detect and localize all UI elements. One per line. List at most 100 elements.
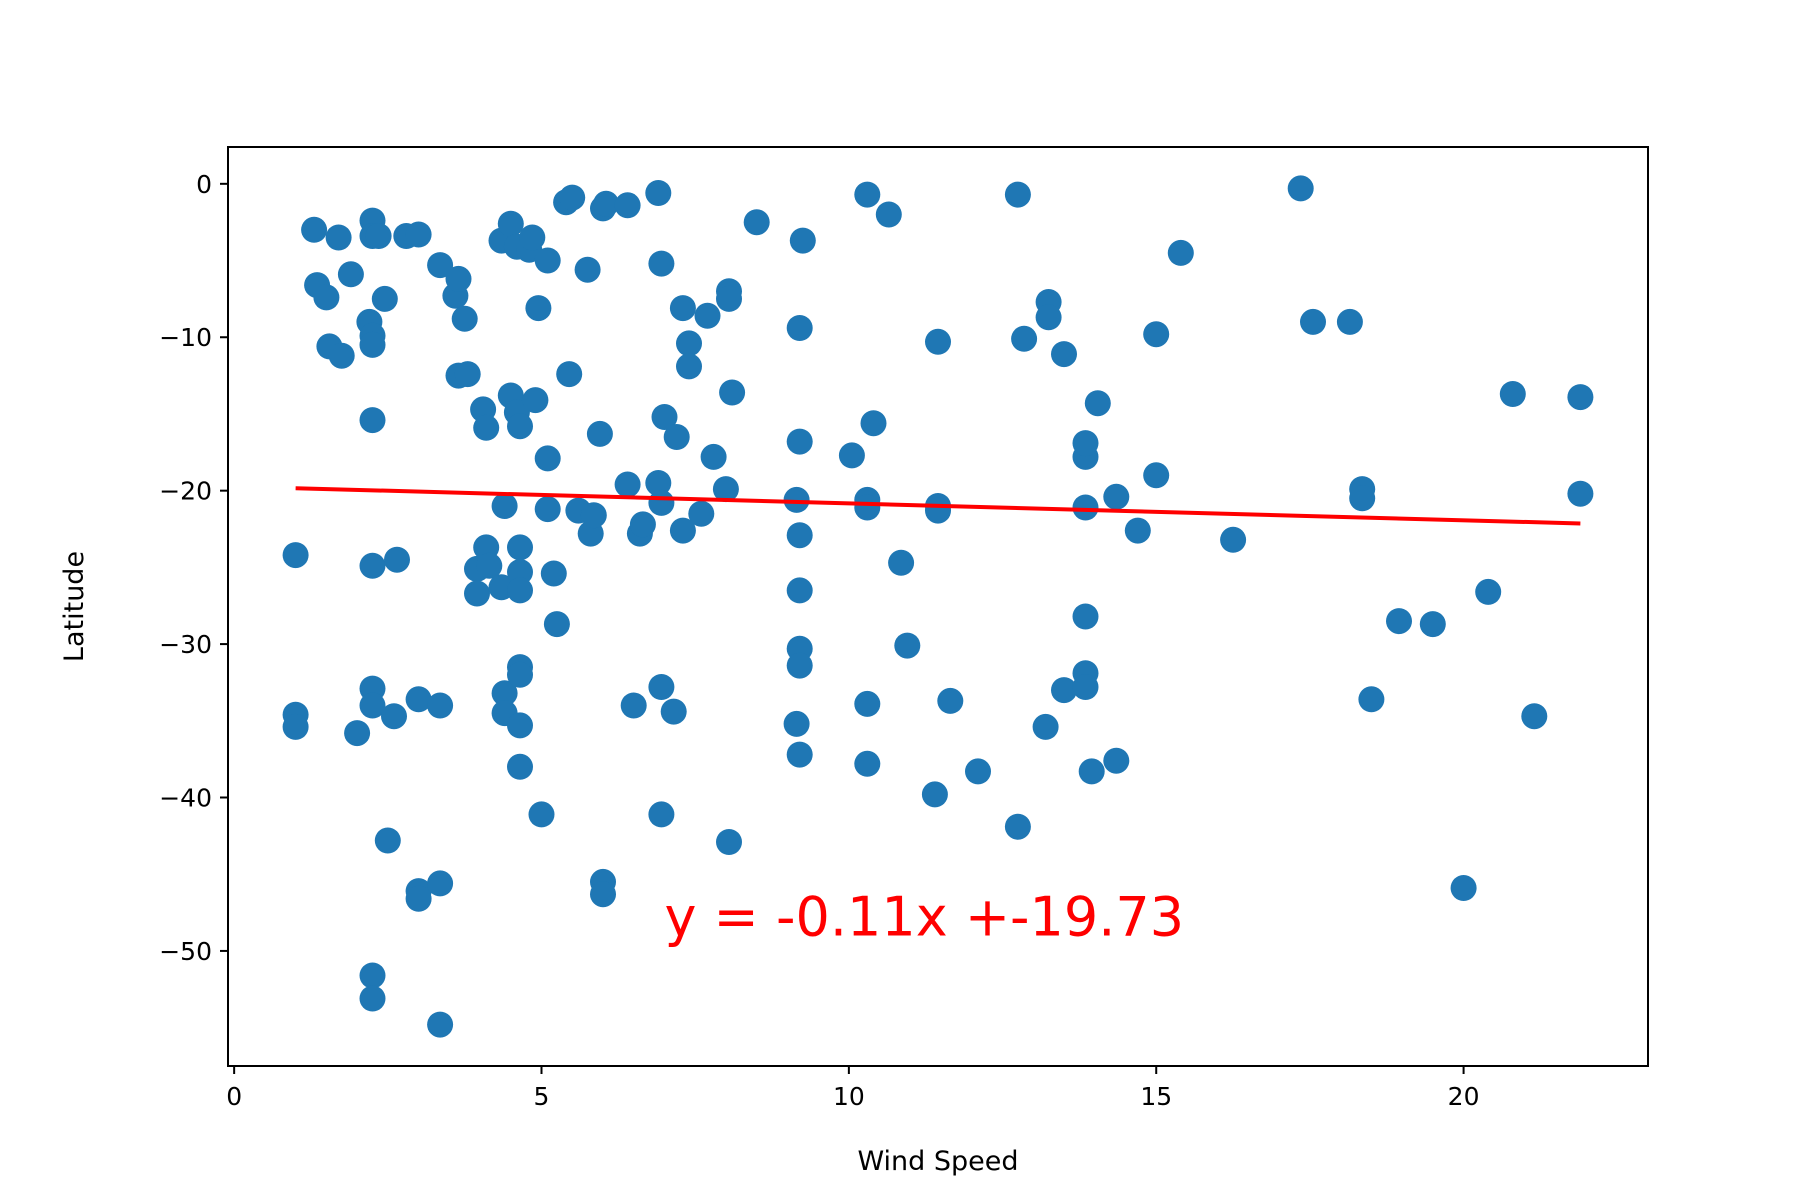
data-point: [937, 687, 964, 714]
data-point: [381, 703, 407, 730]
data-point: [1103, 747, 1130, 774]
data-point: [543, 611, 570, 638]
data-point: [491, 493, 518, 519]
data-point: [1450, 875, 1477, 901]
data-point: [743, 209, 770, 236]
data-point: [359, 962, 386, 989]
data-point: [648, 801, 675, 828]
data-point: [301, 216, 328, 243]
data-point: [651, 404, 678, 430]
data-point: [445, 265, 472, 292]
data-point: [629, 511, 656, 538]
data-point: [507, 559, 533, 585]
data-point: [783, 710, 810, 737]
data-point: [854, 690, 881, 717]
regression-line-group: [295, 486, 1581, 526]
data-point: [1072, 430, 1099, 457]
data-point: [1143, 321, 1170, 348]
data-point: [507, 661, 533, 688]
data-point: [1475, 578, 1502, 605]
data-point: [783, 486, 810, 513]
data-point: [365, 223, 392, 249]
data-point: [507, 577, 533, 604]
data-point: [359, 331, 386, 358]
data-point: [1419, 611, 1446, 638]
data-point: [507, 712, 533, 739]
data-point: [534, 496, 561, 523]
data-point: [507, 413, 533, 440]
data-point: [894, 632, 921, 659]
data-point: [838, 442, 865, 469]
data-point: [507, 753, 533, 780]
y-tick-label: −40: [159, 784, 212, 813]
data-point: [586, 420, 613, 447]
data-point: [427, 1011, 454, 1038]
data-point: [676, 353, 702, 380]
data-point: [925, 497, 951, 524]
data-point: [786, 741, 813, 768]
data-point: [965, 758, 991, 785]
data-point: [1336, 308, 1363, 335]
data-point: [1072, 494, 1099, 521]
data-point: [1072, 674, 1099, 700]
data-point: [694, 302, 721, 329]
data-point: [669, 517, 696, 544]
data-point: [405, 885, 432, 912]
data-point: [712, 476, 739, 503]
data-point: [359, 552, 386, 579]
data-point: [716, 829, 742, 855]
data-point: [491, 680, 518, 707]
y-axis-ticks: 0 −10 −20 −30 −40 −50: [159, 170, 228, 966]
data-point: [786, 522, 813, 549]
x-tick-label: 5: [534, 1082, 550, 1111]
data-point: [888, 549, 915, 576]
data-point: [556, 361, 583, 388]
data-point: [1143, 462, 1170, 489]
data-point: [1220, 526, 1247, 553]
data-point: [1078, 758, 1105, 785]
data-point: [1084, 390, 1111, 417]
data-point: [1499, 381, 1526, 407]
x-tick-label: 20: [1448, 1082, 1480, 1111]
data-point: [282, 713, 309, 740]
data-point: [359, 692, 386, 719]
data-point: [1004, 813, 1031, 840]
data-point: [451, 305, 478, 332]
data-point: [854, 494, 881, 521]
y-tick-label: −20: [159, 477, 212, 506]
data-point: [454, 361, 481, 388]
data-point: [337, 261, 364, 288]
data-point: [921, 781, 948, 808]
data-point: [1386, 608, 1412, 635]
data-point: [716, 285, 742, 312]
y-tick-label: 0: [196, 170, 212, 199]
data-point: [1300, 308, 1326, 335]
data-point: [1032, 713, 1059, 740]
data-point: [405, 686, 432, 713]
data-point: [1567, 480, 1594, 507]
data-point: [328, 342, 355, 369]
data-point: [1011, 325, 1038, 352]
x-tick-label: 15: [1140, 1082, 1172, 1111]
data-point: [1051, 677, 1077, 704]
data-point: [854, 750, 881, 777]
data-point: [1035, 304, 1062, 331]
data-point: [854, 181, 881, 208]
data-point: [525, 295, 552, 322]
data-point: [427, 252, 454, 279]
data-point: [580, 502, 607, 529]
data-point: [427, 870, 454, 897]
data-point: [688, 500, 715, 527]
x-axis-label: Wind Speed: [857, 1146, 1018, 1177]
regression-equation-label: y = -0.11x +-19.73: [664, 886, 1184, 949]
data-point: [1167, 239, 1194, 266]
data-point: [325, 224, 352, 251]
data-point: [540, 560, 567, 587]
data-point: [405, 221, 432, 248]
data-point: [313, 284, 340, 311]
data-point: [384, 546, 410, 573]
data-point: [660, 698, 687, 725]
data-point: [522, 387, 549, 414]
data-point: [1004, 181, 1031, 208]
